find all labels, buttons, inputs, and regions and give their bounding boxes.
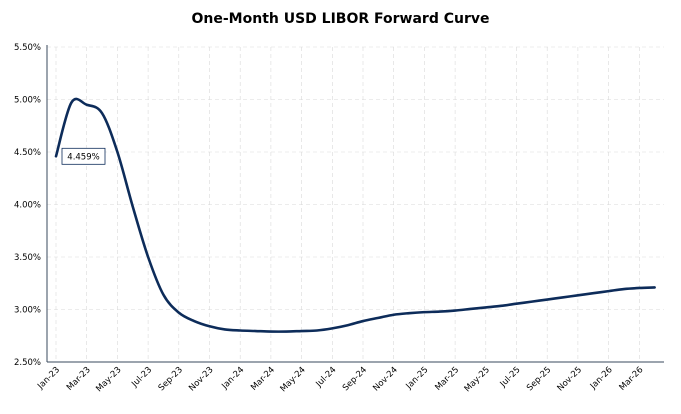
x-tick-label: Jul-25 xyxy=(498,365,523,390)
x-tick-label: Sep-25 xyxy=(525,365,553,393)
x-tick-label: Mar-24 xyxy=(249,365,277,393)
gridlines xyxy=(47,46,664,362)
y-tick-label: 2.50% xyxy=(14,358,41,368)
x-tick-label: Nov-23 xyxy=(187,365,215,393)
annotation: 4.459% xyxy=(61,147,106,165)
y-tick-label: 4.50% xyxy=(14,148,41,158)
y-tick-label: 4.00% xyxy=(14,201,41,211)
x-tick-label: May-24 xyxy=(279,365,308,394)
x-tick-label: May-25 xyxy=(463,365,492,394)
x-tick-label: Sep-24 xyxy=(341,365,369,393)
x-tick-label: Sep-23 xyxy=(157,365,185,393)
annotation-box xyxy=(61,147,106,165)
y-tick-label: 5.50% xyxy=(14,43,41,53)
forward-curve-line xyxy=(54,97,656,333)
x-tick-label: Nov-24 xyxy=(371,365,399,393)
y-axis-ticks: 2.50% 3.00% 3.50% 4.00% 4.50% 5.00% 5.50% xyxy=(14,43,41,368)
series xyxy=(54,97,656,333)
y-tick-label: 5.00% xyxy=(14,96,41,106)
x-tick-label: Nov-25 xyxy=(556,365,584,393)
x-tick-label: May-23 xyxy=(94,365,123,394)
x-tick-label: Jul-23 xyxy=(129,365,154,390)
x-tick-label: Jan-23 xyxy=(35,365,62,392)
x-tick-label: Mar-25 xyxy=(433,365,461,393)
x-tick-label: Jan-26 xyxy=(588,365,615,392)
x-tick-label: Jan-25 xyxy=(404,365,431,392)
x-tick-label: Mar-26 xyxy=(618,365,646,393)
x-tick-label: Jan-24 xyxy=(219,365,246,392)
chart-title: One-Month USD LIBOR Forward Curve xyxy=(191,11,490,27)
x-axis-ticks: Jan-23 Mar-23 May-23 Jul-23 Sep-23 Nov-23 Jan-… xyxy=(35,365,645,394)
y-tick-label: 3.00% xyxy=(14,306,41,316)
x-tick-label: Jul-24 xyxy=(314,365,339,390)
axes xyxy=(46,45,664,363)
annotation-label: 4.459% xyxy=(67,152,99,162)
x-tick-label: Mar-23 xyxy=(65,365,93,393)
y-tick-label: 3.50% xyxy=(14,253,41,263)
